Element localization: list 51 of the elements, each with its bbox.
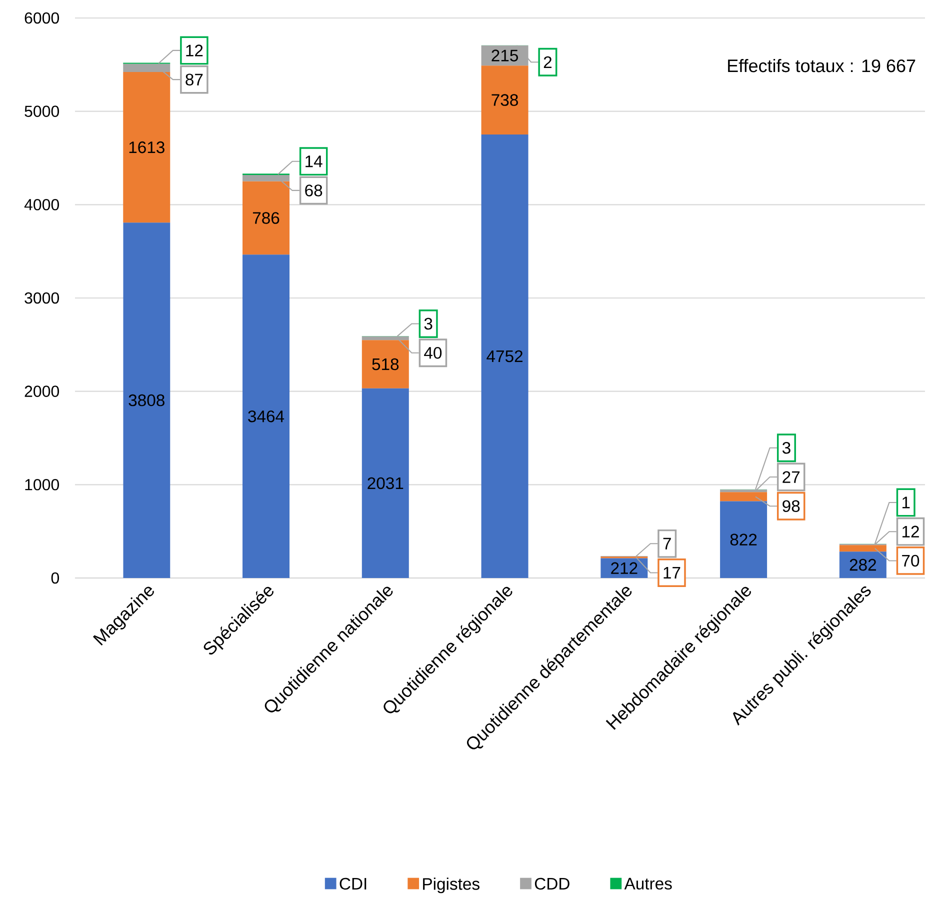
bar [481,66,528,134]
legend-label: Autres [624,878,672,890]
legend-label: CDI [340,878,366,890]
data-label: 98 [782,500,800,512]
y-tick-label: 1000 [25,478,60,490]
data-label: 3464 [248,410,284,422]
bar [720,501,768,578]
data-label: 68 [305,184,322,196]
data-label: 40 [424,346,442,359]
data-label: 1 [902,496,910,508]
data-label: 87 [186,74,203,86]
data-label: 786 [252,212,280,224]
data-label: 4752 [486,350,522,362]
y-tick-label: 5000 [24,106,60,117]
data-label: 14 [306,156,322,168]
bar [123,72,170,223]
data-label: 738 [492,94,518,106]
data-label: 822 [730,534,757,546]
bar [720,492,768,502]
y-tick-label: 3000 [24,292,60,304]
legend-label: CDD [534,878,570,890]
bar [242,254,290,578]
y-tick-label: 2000 [24,386,60,397]
data-label: 518 [372,358,399,370]
data-label: 3 [424,318,432,330]
annotation: Effectifs totaux : 19 667 [728,58,916,72]
data-label: 17 [664,567,680,578]
bar [362,340,409,388]
data-label: 2031 [368,477,404,490]
data-label: 27 [782,471,800,483]
data-label: 70 [902,554,920,567]
bar [362,388,409,578]
data-label: 3808 [128,394,164,406]
data-label: 215 [492,50,518,62]
bar [839,545,886,552]
data-label: 12 [186,44,203,56]
data-label: 212 [611,562,638,574]
bar [242,181,290,255]
bar [481,134,528,578]
data-label: 3 [782,442,790,454]
y-tick-label: 4000 [24,199,60,210]
data-label: 282 [850,558,876,571]
data-label: 1613 [129,141,164,154]
legend-label: Pigistes [423,878,480,894]
y-tick-label: 6000 [24,12,60,24]
data-label: 2 [544,56,552,68]
bar [123,222,170,578]
y-tick-label: 0 [51,572,60,584]
data-label: 7 [663,538,671,550]
bar [839,552,886,578]
data-label: 12 [902,526,919,538]
